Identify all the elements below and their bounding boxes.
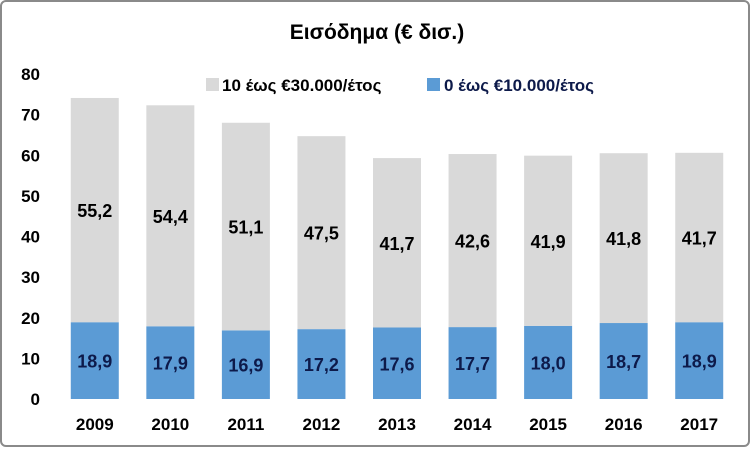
legend: 10 έως €30.000/έτος 0 έως €10.000/έτος [206,76,594,95]
x-tick-label: 2013 [378,415,416,434]
bar-segment-bottom [599,323,648,399]
bar-segment-bottom [448,327,497,399]
y-axis: 0 10 20 30 40 50 60 70 80 [21,65,40,409]
data-label-top: 51,1 [228,218,263,238]
y-tick-label: 0 [31,390,40,409]
x-axis: 2009 2010 2011 2012 2013 2014 2015 2016 2017 [76,415,718,434]
legend-label: 10 έως €30.000/έτος [222,76,382,95]
bar-segment-top [297,136,346,330]
x-tick-label: 2014 [454,415,492,434]
y-tick-label: 20 [21,309,40,328]
bar-segment-bottom [146,326,195,399]
y-tick-label: 50 [21,187,40,206]
data-label-bottom: 17,7 [455,354,490,374]
legend-swatch [427,78,440,91]
data-label-bottom: 18,7 [606,352,641,372]
data-label-bottom: 16,9 [228,356,263,376]
data-label-top: 41,9 [531,232,566,252]
data-label-bottom: 17,9 [153,354,188,374]
bar-segment-bottom [70,322,119,399]
chart-title: Εισόδημα (€ δισ.) [290,21,464,44]
x-tick-label: 2016 [605,415,643,434]
bar-segment-top [373,158,421,328]
bar-segment-top [524,155,573,326]
data-label-bottom: 18,9 [77,352,112,372]
data-label-top: 42,6 [455,232,490,252]
legend-swatch [206,78,219,91]
x-tick-label: 2010 [151,415,189,434]
bar-segment-top [448,154,497,328]
y-tick-label: 70 [21,106,40,125]
data-label-top: 47,5 [304,224,339,244]
data-label-bottom: 18,0 [531,353,566,373]
bar-segment-top [675,152,724,323]
y-tick-label: 60 [21,146,40,165]
x-tick-label: 2012 [303,415,341,434]
bar-segment-top [599,153,648,324]
bar-segment-bottom [675,322,724,399]
data-label-top: 41,8 [606,229,641,249]
x-tick-label: 2015 [529,415,567,434]
data-label-top: 55,2 [77,201,112,221]
x-tick-label: 2009 [76,415,114,434]
stacked-bar-chart: Εισόδημα (€ δισ.) 0 10 20 30 40 50 60 70 80 18,9… [21,21,724,434]
y-tick-label: 30 [21,268,40,287]
y-tick-label: 40 [21,228,40,247]
bar-segment-bottom [524,325,573,399]
x-tick-label: 2011 [227,415,264,434]
y-tick-label: 10 [21,349,40,368]
data-label-bottom: 18,9 [682,352,717,372]
bar-segment-bottom [297,329,346,399]
bar-segment-bottom [221,330,270,399]
bars: 18,9 55,2 17,9 54,4 16,9 51,1 17,2 47,5 17,6 41,7… [70,97,724,399]
y-tick-label: 80 [21,65,40,84]
data-label-top: 41,7 [682,229,717,249]
data-label-bottom: 17,2 [304,355,339,375]
legend-label: 0 έως €10.000/έτος [444,76,594,95]
data-label-top: 41,7 [379,234,414,254]
data-label-top: 54,4 [153,207,188,227]
bar-segment-top [146,105,195,327]
bar-segment-top [70,97,119,323]
bar-segment-bottom [373,327,421,399]
data-label-bottom: 17,6 [379,354,414,374]
bar-segment-top [221,122,270,331]
x-tick-label: 2017 [680,415,718,434]
